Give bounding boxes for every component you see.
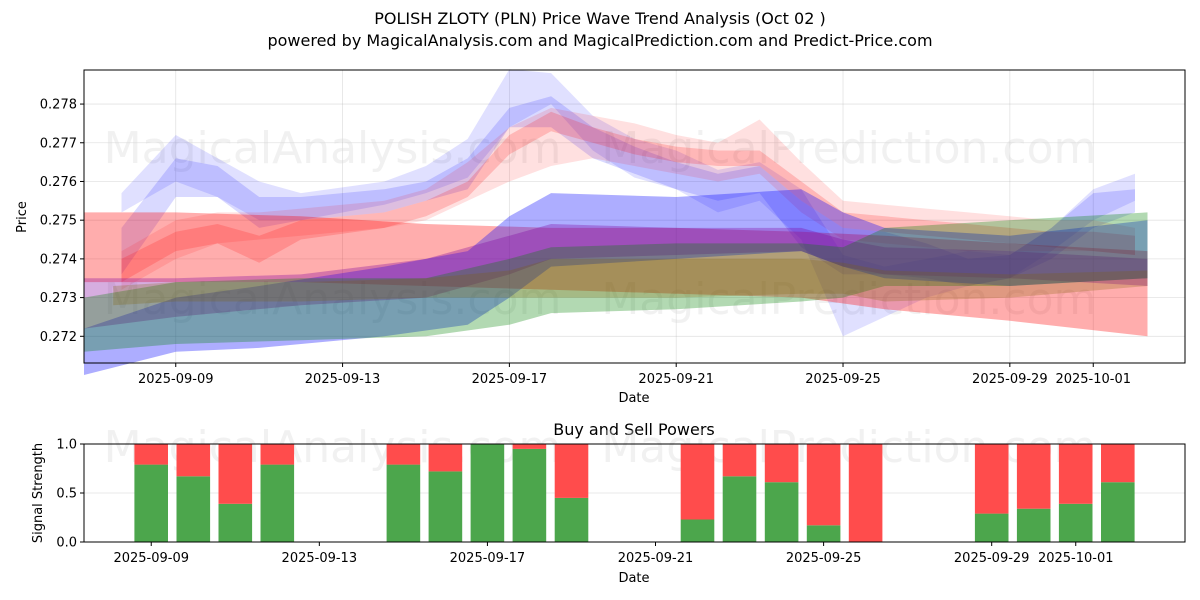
signal-chart-title: Buy and Sell Powers (553, 420, 715, 439)
sell-bar (1016, 444, 1051, 509)
buy-bar (554, 497, 589, 542)
signal-x-tick-label: 2025-09-09 (113, 551, 189, 566)
buy-bar (680, 519, 715, 542)
sell-bar (260, 444, 295, 465)
signal-x-tick-label: 2025-09-21 (618, 551, 694, 566)
price-band-blue-wave-1 (121, 69, 1135, 337)
buy-bar (260, 464, 295, 542)
sell-bar (176, 444, 211, 477)
chart-title: POLISH ZLOTY (PLN) Price Wave Trend Anal… (374, 9, 826, 28)
sell-bar (722, 444, 757, 477)
signal-x-tick-label: 2025-09-25 (786, 551, 862, 566)
price-y-tick-label: 0.276 (40, 175, 77, 190)
buy-bar (1016, 508, 1051, 542)
price-y-tick-label: 0.272 (40, 330, 77, 345)
buy-bar (1101, 482, 1135, 542)
price-y-tick-label: 0.278 (40, 98, 77, 113)
price-band-blue-wave-2 (121, 96, 1135, 286)
price-x-tick-label: 2025-09-17 (472, 372, 548, 387)
price-y-ticks: 0.272 0.273 0.274 0.275 0.276 0.277 0.278 (40, 98, 84, 345)
price-x-ticks: 2025-09-09 2025-09-13 2025-09-17 2025-09-21… (138, 363, 1131, 387)
price-x-tick-label: 2025-09-13 (305, 372, 381, 387)
price-x-tick-label: 2025-09-09 (138, 372, 214, 387)
signal-chart: Buy and Sell Powers MagicalAnalysis.comM… (31, 420, 1186, 586)
signal-x-tick-label: 2025-09-13 (282, 551, 358, 566)
signal-y-tick-label: 0.0 (56, 536, 77, 551)
buy-bar (764, 482, 799, 542)
buy-bar (974, 513, 1009, 542)
price-y-tick-label: 0.274 (40, 252, 77, 267)
price-band-red-range (84, 212, 1148, 337)
signal-y-tick-label: 0.5 (56, 487, 77, 502)
sell-bar (218, 444, 253, 504)
sell-bar (554, 444, 589, 498)
price-x-label: Date (618, 391, 649, 406)
chart-subtitle: powered by MagicalAnalysis.com and Magic… (267, 31, 933, 50)
buy-bar (134, 464, 168, 542)
signal-x-tick-label: 2025-09-17 (450, 551, 526, 566)
price-y-tick-label: 0.273 (40, 291, 77, 306)
buy-bar (386, 464, 421, 542)
price-x-tick-label: 2025-09-25 (805, 372, 881, 387)
price-y-tick-label: 0.275 (40, 214, 77, 229)
buy-bar (428, 471, 463, 542)
price-band-olive-range (113, 258, 1148, 306)
price-y-tick-label: 0.277 (40, 136, 77, 151)
sell-bar (386, 444, 421, 465)
signal-bars (134, 444, 1135, 542)
price-x-tick-label: 2025-10-01 (1055, 372, 1131, 387)
signal-y-ticks: 0.0 0.5 1.0 (56, 438, 84, 551)
sell-bar (764, 444, 799, 483)
sell-bar (974, 444, 1009, 514)
sell-bar (680, 444, 715, 520)
signal-y-tick-label: 1.0 (56, 438, 77, 453)
price-y-label: Price (15, 201, 30, 233)
price-x-tick-label: 2025-09-21 (638, 372, 714, 387)
buy-bar (218, 503, 253, 542)
buy-bar (176, 476, 211, 542)
price-band-purple-range (84, 224, 1148, 329)
sell-bar (134, 444, 168, 465)
price-band-blue-range (84, 189, 1148, 375)
price-axes-frame (83, 69, 1186, 364)
price-grid (84, 70, 1185, 363)
watermark-top-1: MagicalAnalysis.com MagicalPrediction.com (104, 123, 1097, 174)
sell-bar (428, 444, 463, 472)
buy-bar (512, 448, 547, 542)
price-band-red-wave-2 (121, 111, 1135, 283)
price-x-tick-label: 2025-09-29 (972, 372, 1048, 387)
signal-x-label: Date (618, 571, 649, 586)
watermark-top-2: MagicalAnalysis.com MagicalPrediction.com (104, 274, 1097, 325)
buy-bar (806, 525, 841, 542)
signal-x-ticks: 2025-09-09 2025-09-13 2025-09-17 2025-09-21… (113, 542, 1114, 566)
signal-y-label: Signal Strength (31, 443, 46, 543)
price-band-green-range (84, 212, 1148, 352)
price-bands (84, 69, 1148, 375)
signal-x-tick-label: 2025-10-01 (1038, 551, 1114, 566)
signal-x-tick-label: 2025-09-29 (954, 551, 1030, 566)
sell-bar (512, 444, 547, 449)
price-chart: MagicalAnalysis.com MagicalPrediction.com… (15, 69, 1186, 406)
price-plot-area (84, 70, 1185, 363)
sell-bar (806, 444, 841, 526)
buy-bar (722, 476, 757, 542)
sell-bar (1058, 444, 1093, 504)
buy-bar (1058, 503, 1093, 542)
sell-bar (1101, 444, 1135, 483)
sell-bar (848, 444, 883, 542)
price-band-red-wave-1 (121, 107, 1135, 290)
buy-bar (470, 444, 505, 542)
